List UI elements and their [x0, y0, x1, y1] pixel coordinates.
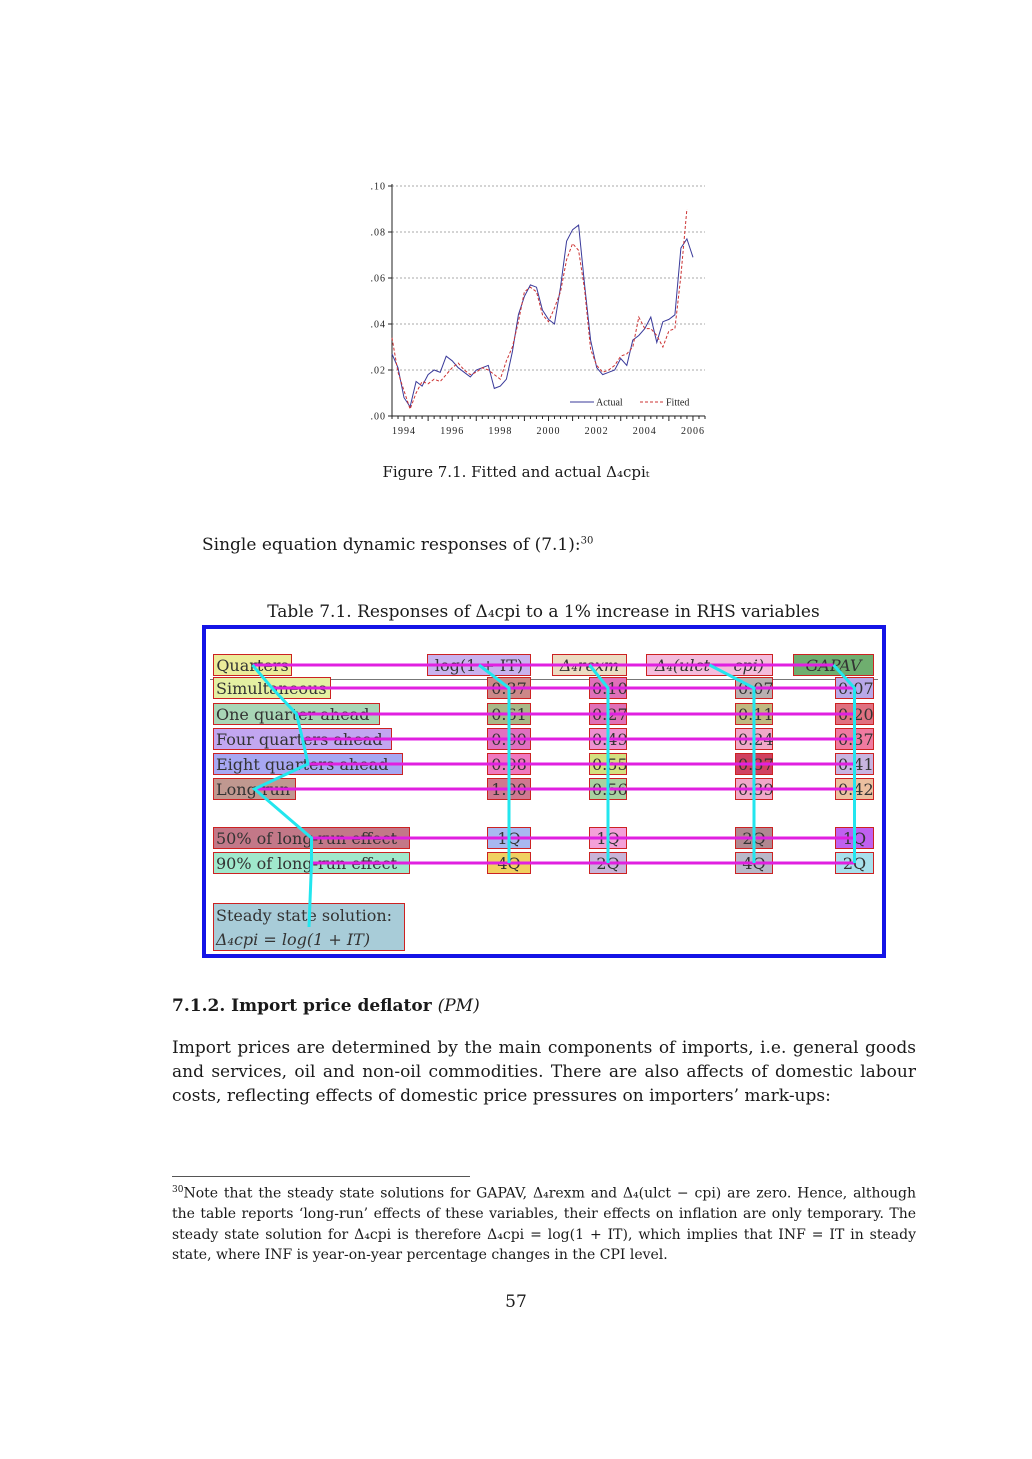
footnote-rule	[172, 1176, 470, 1177]
table-value-cell: 0.41	[835, 753, 874, 775]
table-value-cell: 1Q	[835, 827, 874, 849]
table-value-cell: 1Q	[589, 827, 627, 849]
page-number: 57	[505, 1292, 527, 1312]
footnote: 30Note that the steady state solutions f…	[172, 1180, 916, 1266]
x-tick-label: 2000	[537, 426, 561, 437]
y-tick-label: .08	[371, 228, 387, 239]
chart-gridlines	[392, 185, 705, 371]
table-value-cell: 0.20	[835, 703, 874, 725]
table-value-cell: 0.10	[589, 677, 628, 699]
series-line-fitted	[391, 208, 688, 411]
table-value-cell: 0.61	[487, 703, 531, 725]
steady-state-line: Steady state solution:	[216, 906, 393, 925]
steady-state-cell: Steady state solution: Δ₄cpi = log(1 + IT…	[213, 903, 405, 951]
table-value-cell: 2Q	[589, 852, 627, 874]
table-value-cell: 0.42	[835, 778, 874, 800]
table-header-cell: Δ₄(ulct − cpi)	[646, 654, 773, 676]
table-caption: Table 7.1. Responses of Δ₄cpi to a 1% in…	[267, 602, 820, 622]
y-tick-label: .00	[371, 412, 387, 423]
chart-series	[391, 208, 694, 411]
table-value-cell: 0.98	[487, 753, 531, 775]
table-value-cell: 2Q	[735, 827, 773, 849]
row-label: 50% of long-run effect	[213, 827, 410, 849]
table-value-cell: 0.37	[735, 753, 774, 775]
table-value-cell: 0.11	[735, 703, 774, 725]
table-header-cell: Quarters	[213, 654, 292, 676]
table-value-cell: 2Q	[835, 852, 874, 874]
section-title: 7.1.2. Import price deflator	[172, 996, 432, 1016]
y-tick-label: .06	[371, 274, 387, 285]
row-label: Four quarters ahead	[213, 728, 392, 750]
table-header-rule	[210, 679, 878, 680]
footnote-mark: 30	[172, 1185, 184, 1195]
table-value-cell: 0.07	[835, 677, 874, 699]
table-value-cell: 0.27	[589, 703, 628, 725]
steady-state-line: Δ₄cpi = log(1 + IT)	[216, 930, 371, 949]
table-value-cell: 0.39	[735, 778, 774, 800]
row-label: Long run	[213, 778, 296, 800]
figure-caption: Figure 7.1. Fitted and actual Δ₄cpiₜ	[382, 463, 650, 481]
table-value-cell: 1.00	[487, 778, 531, 800]
row-label: One quarter ahead	[213, 703, 380, 725]
chart-legend: Actual Fitted	[570, 398, 689, 409]
legend-label-fitted: Fitted	[666, 398, 689, 409]
fitted-actual-chart: .00 .02 .04 .06 .08 .10 1994 1996 1998 2000 2002 20…	[371, 182, 706, 437]
table-header-cell: Δ₄rexm	[552, 654, 627, 676]
lead-sentence: Single equation dynamic responses of (7.…	[202, 535, 593, 555]
table-value-cell: 0.37	[835, 728, 874, 750]
table-frame	[202, 625, 886, 958]
table-value-cell: 0.24	[735, 728, 774, 750]
table-value-cell: 0.37	[487, 677, 531, 699]
series-line-actual	[391, 224, 694, 409]
x-tick-label: 2006	[681, 426, 705, 437]
y-tick-label: .10	[371, 182, 387, 193]
section-paragraph: Import prices are determined by the main…	[172, 1038, 916, 1106]
row-label: Eight quarters ahead	[213, 753, 403, 775]
table-value-cell: 1Q	[487, 827, 531, 849]
footnote-text: Note that the steady state solutions for…	[172, 1185, 916, 1264]
lead-text: Single equation dynamic responses of (7.…	[202, 535, 581, 555]
x-tick-label: 1996	[440, 426, 464, 437]
table-header-cell: log(1 + IT)	[427, 654, 531, 676]
y-tick-label: .04	[371, 320, 387, 331]
table-value-cell: 4Q	[487, 852, 531, 874]
table-value-cell: 0.55	[589, 753, 628, 775]
section-symbol: (PM)	[437, 996, 480, 1016]
footnote-ref[interactable]: 30	[580, 535, 594, 547]
x-tick-label: 2002	[585, 426, 609, 437]
x-tick-label: 2004	[633, 426, 657, 437]
table-header-cell: GAPAV	[793, 654, 874, 676]
row-label: Simultaneous	[213, 677, 331, 699]
chart-axes: .00 .02 .04 .06 .08 .10 1994 1996 1998 2000 2002 20…	[371, 182, 706, 437]
row-label: 90% of long-run effect	[213, 852, 410, 874]
x-tick-label: 1998	[488, 426, 512, 437]
y-tick-label: .02	[371, 366, 387, 377]
table-value-cell: 0.49	[589, 728, 628, 750]
legend-label-actual: Actual	[596, 398, 623, 409]
table-value-cell: 0.07	[735, 677, 774, 699]
x-tick-label: 1994	[392, 426, 416, 437]
table-value-cell: 0.56	[589, 778, 628, 800]
section-heading: 7.1.2. Import price deflator (PM)	[172, 996, 480, 1016]
table-value-cell: 0.90	[487, 728, 531, 750]
table-value-cell: 4Q	[735, 852, 773, 874]
